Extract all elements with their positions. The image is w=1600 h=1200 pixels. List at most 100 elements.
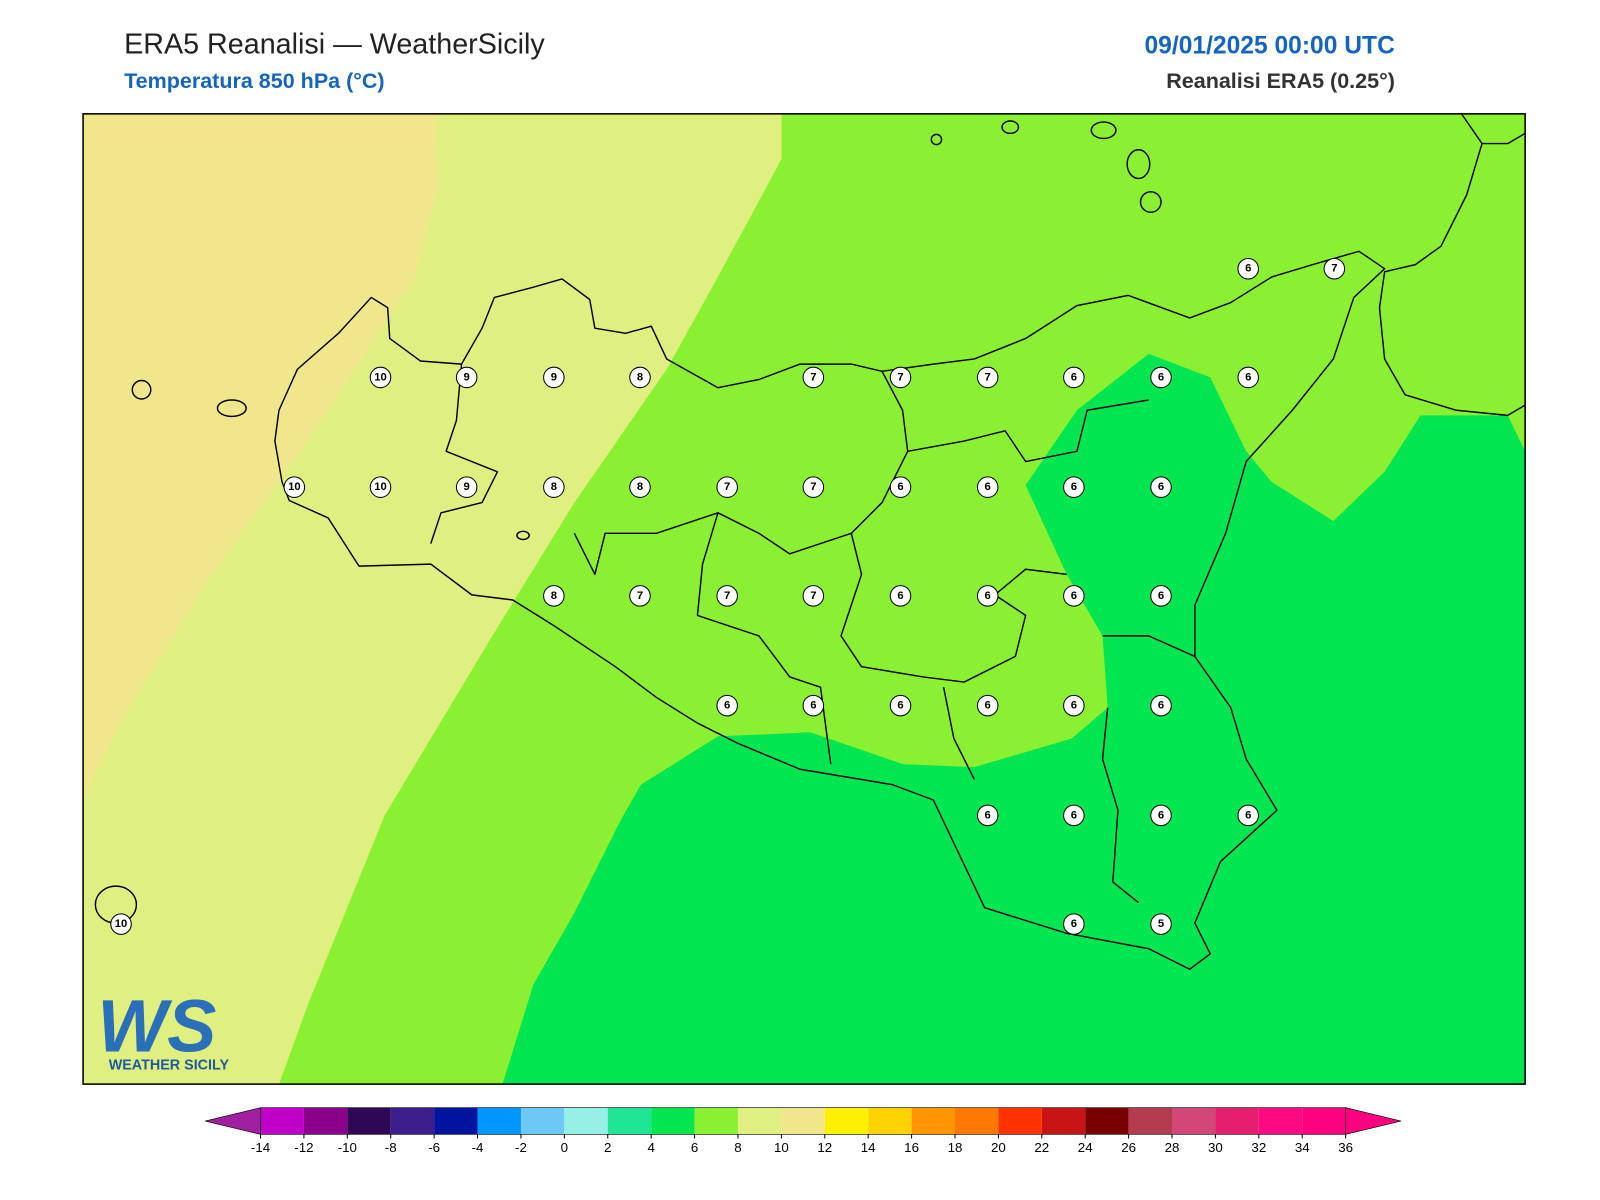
point-value: 9 (464, 481, 470, 493)
point-value: 6 (1245, 809, 1251, 821)
colorbar-box (954, 1107, 999, 1135)
colorbar-box (824, 1107, 869, 1135)
calabria-coast (1378, 113, 1526, 417)
colorbar-tick-label: 6 (691, 1140, 698, 1155)
point-marker (802, 585, 825, 607)
colorbar-box (781, 1107, 825, 1135)
colorbar-tick-label: 8 (734, 1140, 741, 1155)
colorbar-tick-label: -10 (338, 1140, 357, 1155)
map: 6 7 10 9 9 8 7 7 7 6 6 6 10 10 9 8 8 7 7 6 6 6 6 8 7 7 7 6 6 6 6 6 6 6 6 6 6… (82, 113, 1526, 1085)
colorbar-tick-label: 2 (604, 1140, 611, 1155)
point-marker (716, 585, 738, 607)
point-value: 6 (1158, 700, 1164, 712)
point-marker (1063, 804, 1085, 827)
colorbar-box (1085, 1107, 1129, 1135)
colorbar-box (477, 1107, 521, 1135)
point-value: 7 (985, 371, 991, 383)
colorbar-box (1258, 1107, 1303, 1135)
colorbar-box (260, 1107, 304, 1135)
point-value: 7 (810, 590, 816, 602)
colorbar-box (651, 1107, 695, 1135)
point-marker (629, 476, 651, 498)
point-value: 7 (810, 371, 816, 383)
point-marker (1237, 366, 1259, 389)
colorbar-tick-label: -8 (385, 1140, 397, 1155)
point-marker (1323, 257, 1346, 280)
point-value: 7 (637, 590, 643, 602)
colorbar-box (1215, 1107, 1259, 1135)
point-value: 10 (288, 481, 301, 493)
colorbar-box (564, 1107, 608, 1135)
title: ERA5 Reanalisi — WeatherSicily (124, 28, 545, 60)
point-marker (455, 476, 478, 498)
colorbar-box (520, 1107, 565, 1135)
point-value: 9 (464, 371, 470, 383)
point-marker (369, 476, 392, 498)
field-10-12 (83, 113, 439, 801)
point-marker (1237, 257, 1259, 280)
colorbar-frame (260, 1107, 1346, 1135)
colorbar-box (737, 1107, 782, 1135)
colorbar-tick-label: 24 (1078, 1140, 1093, 1155)
point-marker (1063, 913, 1085, 935)
colorbar-tick-label: 14 (861, 1140, 876, 1155)
colorbar-tick-label: 0 (561, 1140, 568, 1155)
sicily-coast (274, 250, 1386, 970)
point-value: 10 (115, 918, 128, 930)
map-frame (82, 113, 1526, 1085)
logo-mark: WS (97, 984, 216, 1067)
point-marker (283, 476, 306, 498)
point-marker (716, 694, 738, 717)
colorbar-under (205, 1107, 261, 1135)
point-marker (1150, 366, 1172, 389)
colorbar-box (911, 1107, 955, 1135)
point-value: 6 (897, 590, 903, 602)
point-value: 6 (1071, 481, 1077, 493)
point-value: 6 (1158, 590, 1164, 602)
point-marker (976, 366, 999, 389)
colorbar-box (1302, 1107, 1346, 1135)
point-value: 6 (1071, 918, 1077, 930)
point-value: 6 (897, 700, 903, 712)
point-marker (976, 476, 999, 498)
colorbar-tick-label: -14 (251, 1140, 271, 1155)
provincial-borders (430, 364, 1196, 904)
colorbar-box (1041, 1107, 1086, 1135)
colorbar-box (1128, 1107, 1173, 1135)
colorbar-tick-label: 36 (1338, 1140, 1353, 1155)
point-value: 9 (551, 371, 557, 383)
point-value: 6 (1071, 371, 1077, 383)
point-marker (110, 913, 132, 935)
point-value: 6 (985, 590, 991, 602)
colorbar-tick-label: -12 (294, 1140, 313, 1155)
colorbar-box (390, 1107, 435, 1135)
point-value: 7 (1331, 263, 1337, 275)
point-value: 6 (1158, 371, 1164, 383)
point-marker (802, 694, 825, 717)
point-value: 7 (724, 481, 730, 493)
point-value: 8 (551, 481, 557, 493)
colorbar-tick-label: 16 (904, 1140, 919, 1155)
point-marker (1150, 585, 1172, 607)
colorbar-box (607, 1107, 652, 1135)
point-value: 6 (1158, 481, 1164, 493)
point-marker (455, 366, 478, 389)
point-value: 6 (810, 700, 816, 712)
colorbar-box (998, 1107, 1042, 1135)
point-value: 6 (1071, 590, 1077, 602)
point-marker (1063, 366, 1085, 389)
colorbar-box (868, 1107, 912, 1135)
point-value: 6 (1071, 809, 1077, 821)
point-marker (543, 366, 565, 389)
point-value: 6 (985, 481, 991, 493)
point-marker (1063, 476, 1085, 498)
point-value: 7 (724, 590, 730, 602)
colorbar-tick-label: 22 (1034, 1140, 1049, 1155)
point-marker (543, 476, 565, 498)
point-value: 8 (637, 481, 643, 493)
point-value: 5 (1158, 918, 1164, 930)
point-value: 6 (897, 481, 903, 493)
point-value: 8 (637, 371, 643, 383)
